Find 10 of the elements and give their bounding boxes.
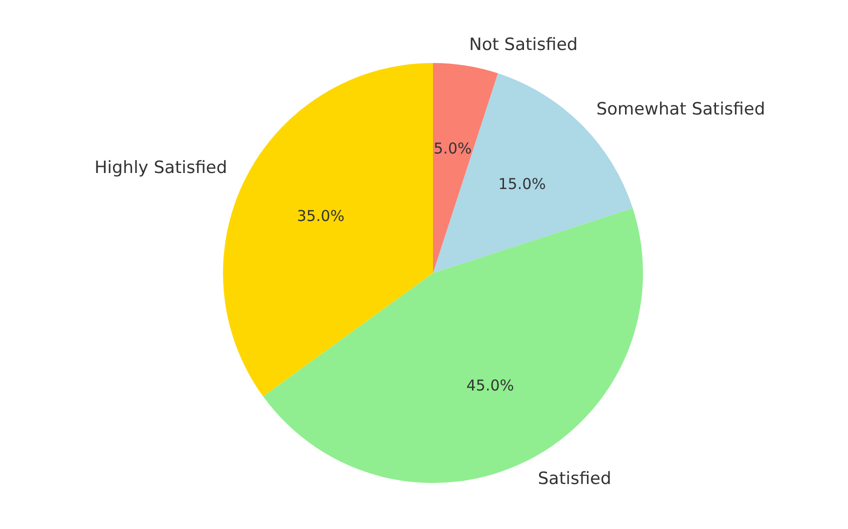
- data-label: 5.0%: [434, 140, 472, 158]
- slice-label: Somewhat Satisfied: [596, 100, 766, 120]
- pie-slice: [263, 208, 643, 483]
- slice-label: Not Satisfied: [469, 34, 578, 55]
- data-label: 15.0%: [498, 174, 546, 193]
- data-label: 45.0%: [466, 376, 514, 394]
- slice-label: Highly Satisfied: [94, 158, 228, 178]
- slice-label: Satisfied: [538, 468, 612, 489]
- data-label: 35.0%: [296, 206, 345, 225]
- pie-slice: [433, 63, 498, 273]
